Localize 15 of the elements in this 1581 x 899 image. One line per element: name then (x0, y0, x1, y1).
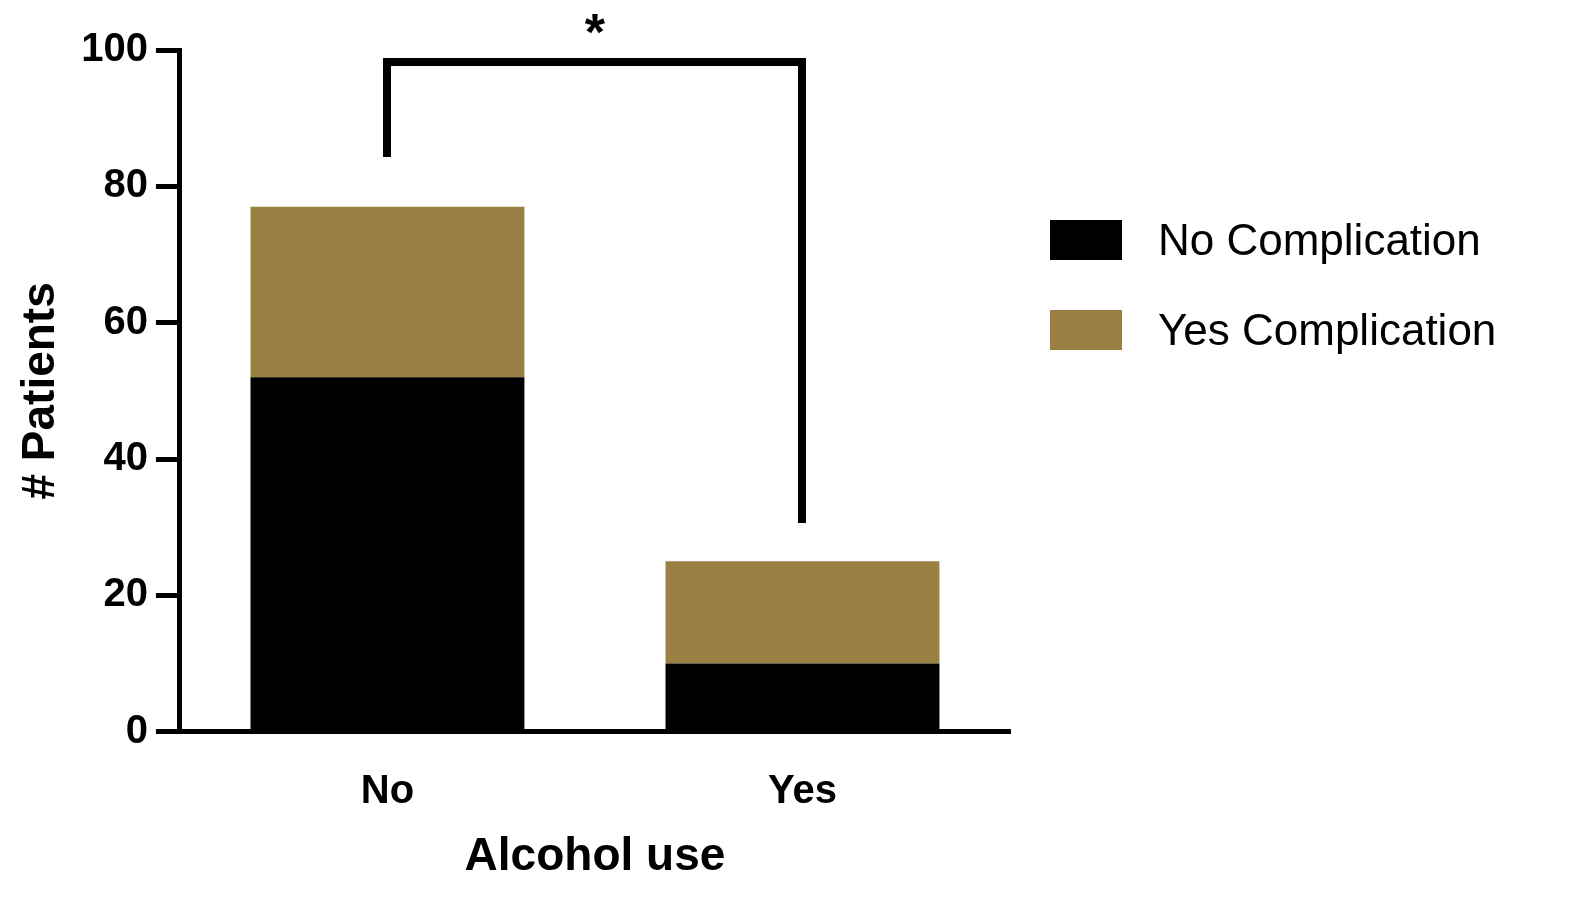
y-tick-label: 60 (103, 297, 148, 342)
x-axis-title: Alcohol use (464, 828, 726, 881)
bar (250, 206, 525, 378)
legend-label: No Complication (1158, 215, 1481, 265)
y-tick-label: 100 (81, 25, 148, 70)
legend-label: Yes Complication (1158, 305, 1497, 355)
y-axis-title: # Patients (12, 282, 65, 500)
y-tick-label: 0 (125, 706, 148, 751)
y-tick-label: 80 (103, 161, 148, 206)
bar (665, 561, 940, 664)
y-tick-label: 40 (103, 434, 148, 479)
x-tick-label: Yes (768, 766, 837, 811)
y-tick-label: 20 (103, 570, 148, 615)
annotation: * (584, 3, 606, 61)
x-tick-label: No (360, 766, 415, 811)
